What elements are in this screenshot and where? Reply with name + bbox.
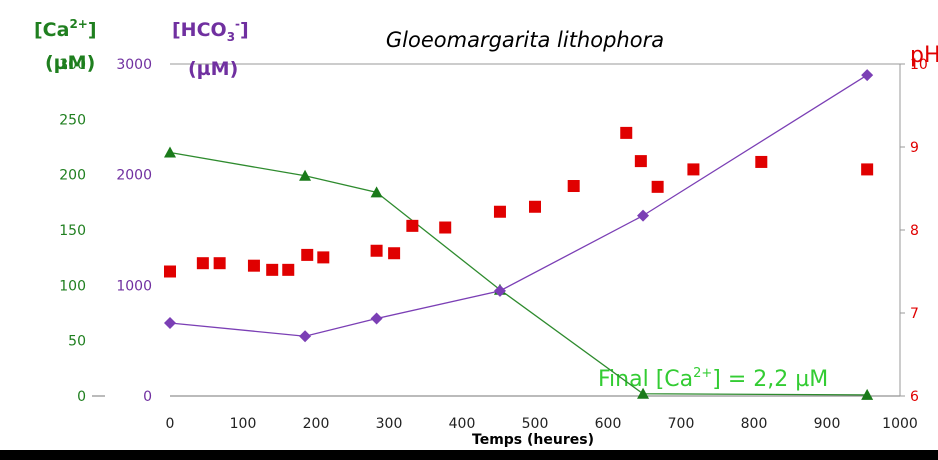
x-tick-label: 600 (595, 416, 622, 432)
hco3-axis-title-sup: - (235, 17, 240, 31)
ph-tick-label: 10 (910, 57, 928, 73)
hco3-data-point (299, 330, 312, 343)
ph-data-point (687, 163, 700, 176)
ph-data-point (317, 251, 330, 264)
hco3-axis-title-end: ] (240, 19, 249, 41)
hco3-data-point (370, 312, 383, 325)
ca-tick-label: 200 (59, 168, 86, 184)
hco3-tick-label: 1000 (116, 278, 152, 294)
ph-data-point (196, 257, 209, 270)
hco3-data-point (164, 316, 176, 329)
ph-data-point (439, 221, 452, 234)
x-tick-label: 1000 (882, 416, 918, 432)
series-lines (169, 74, 868, 396)
ca-tick-label: 100 (59, 278, 86, 294)
ph-data-point (493, 205, 506, 218)
final-ca-annotation: Final [Ca2+] = 2,2 µM (598, 366, 828, 392)
ph-data-point (213, 257, 226, 270)
ph-data-point (388, 247, 401, 260)
x-tick-label: 0 (166, 416, 175, 432)
ca-data-point (370, 186, 383, 198)
hco3-series-line (169, 74, 868, 337)
ca-data-point (861, 388, 874, 400)
ph-tick-label: 8 (910, 223, 919, 239)
chart-panel (0, 0, 938, 450)
ca-data-point (164, 146, 176, 158)
ca-data-point (637, 387, 650, 399)
x-tick-label: 800 (741, 416, 768, 432)
hco3-axis-title-sub: 3 (227, 30, 235, 44)
ph-data-point (164, 265, 176, 278)
hco3-data-point (637, 209, 650, 222)
x-tick-label: 200 (303, 416, 330, 432)
annotation-part1: Final [Ca (598, 367, 693, 392)
ca-data-point (299, 169, 312, 181)
plot-area (92, 63, 901, 397)
series-markers (164, 69, 874, 400)
ph-data-point (634, 155, 647, 168)
ph-data-point (529, 200, 541, 213)
ph-data-point (266, 263, 279, 276)
annotation-sup: 2+ (693, 366, 712, 381)
ph-data-point (861, 163, 874, 176)
x-tick-label: 100 (230, 416, 257, 432)
ca-axis-title-sup: 2+ (69, 17, 87, 31)
hco3-data-point (861, 69, 874, 82)
ph-data-point (370, 244, 383, 257)
hco3-tick-label: 0 (143, 389, 152, 405)
chart-title: Gloeomargarita lithophora (386, 28, 664, 52)
ph-tick-label: 6 (910, 389, 919, 405)
ca-axis-title: [Ca2+] (34, 17, 97, 41)
tick-labels: 0 100 200 300 400 500 600 700 800 900 100005010015… (59, 57, 928, 432)
ph-tick-label: 9 (910, 140, 919, 156)
ph-data-point (282, 263, 295, 276)
ca-series-line (169, 151, 868, 396)
hco3-axis-title: [HCO3-] (172, 17, 249, 44)
ca-axis-unit: (µM) (45, 52, 95, 74)
x-tick-label: 300 (376, 416, 403, 432)
ca-tick-label: 0 (77, 389, 86, 405)
hco3-data-point (493, 284, 506, 297)
x-axis-title: Temps (heures) (472, 432, 594, 448)
x-tick-label: 700 (668, 416, 695, 432)
ph-data-point (247, 259, 260, 272)
x-tick-label: 900 (814, 416, 841, 432)
ph-data-point (301, 248, 314, 261)
ca-axis-title-end: ] (88, 19, 97, 41)
x-tick-label: 400 (449, 416, 476, 432)
ph-tick-label: 7 (910, 306, 919, 322)
ph-data-point (755, 155, 768, 168)
x-tick-label: 500 (522, 416, 549, 432)
annotation-part2: ] = 2,2 µM (712, 367, 828, 392)
ph-data-point (567, 180, 580, 193)
hco3-tick-label: 2000 (116, 168, 152, 184)
hco3-tick-label: 3000 (116, 57, 152, 73)
ph-data-point (406, 219, 419, 232)
ca-axis-title-part1: [Ca (34, 19, 69, 41)
ca-tick-label: 250 (59, 112, 86, 128)
ph-data-point (620, 126, 633, 139)
ca-tick-label: 50 (68, 334, 86, 350)
hco3-axis-unit: (µM) (188, 58, 238, 80)
hco3-axis-title-part1: [HCO (172, 19, 227, 41)
ca-tick-label: 300 (59, 57, 86, 73)
ca-tick-label: 150 (59, 223, 86, 239)
ph-data-point (651, 180, 664, 193)
ph-axis-title: pH (910, 43, 938, 68)
